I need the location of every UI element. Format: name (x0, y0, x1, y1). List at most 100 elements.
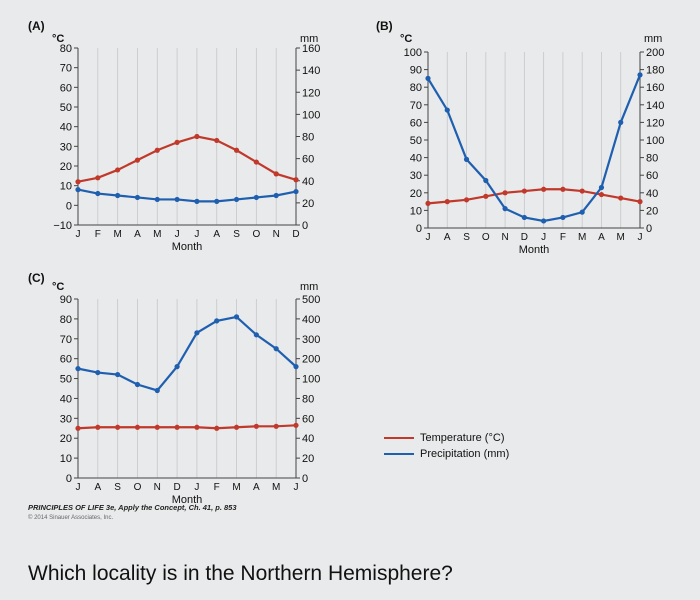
x-tick-label: J (76, 482, 81, 493)
left-unit-label: °C (400, 33, 412, 45)
x-tick-label: S (114, 482, 121, 493)
left-tick-label: 70 (60, 63, 72, 75)
right-unit-label: mm (300, 33, 318, 45)
climate-figure: (A)°C mm80706050403020100−101601401201008… (28, 19, 664, 506)
precipitation-point (618, 119, 624, 125)
precipitation-point (75, 187, 81, 193)
left-unit-label: °C (52, 33, 64, 45)
right-tick-label: 140 (302, 65, 320, 77)
left-tick-label: 60 (60, 354, 72, 366)
right-tick-label: 180 (646, 65, 664, 77)
x-tick-label: A (253, 482, 260, 493)
left-tick-label: 40 (60, 393, 72, 405)
temperature-point (194, 424, 200, 430)
precipitation-point (598, 184, 605, 191)
left-tick-label: 0 (416, 223, 422, 235)
precipitation-point (521, 214, 527, 221)
panel-label: (C) (28, 271, 45, 285)
x-axis-label: Month (172, 494, 203, 506)
right-tick-label: 0 (302, 473, 308, 485)
x-tick-label: M (232, 482, 240, 493)
right-tick-label: 300 (302, 334, 320, 346)
x-tick-label: A (134, 229, 141, 240)
temperature-point (425, 200, 431, 206)
temperature-point (75, 179, 81, 185)
x-tick-label: O (134, 482, 142, 493)
temperature-point (95, 424, 101, 430)
right-tick-label: 20 (302, 453, 314, 465)
precipitation-point (95, 369, 101, 376)
precipitation-point (134, 381, 141, 388)
left-tick-label: 90 (410, 65, 422, 77)
x-tick-label: A (94, 482, 101, 493)
x-tick-label: A (598, 232, 605, 243)
left-tick-label: 10 (410, 205, 422, 217)
left-tick-label: 30 (60, 141, 72, 153)
panel-label: (B) (376, 19, 393, 33)
left-tick-label: 80 (60, 314, 72, 326)
legend-swatch-precipitation (384, 453, 414, 455)
left-tick-label: 50 (410, 135, 422, 147)
precipitation-point (253, 332, 259, 338)
temperature-point (154, 424, 160, 430)
x-tick-label: D (173, 482, 180, 493)
right-tick-label: 400 (302, 314, 320, 326)
temperature-point (174, 424, 180, 430)
x-axis-label: Month (519, 244, 550, 256)
temperature-point (75, 425, 81, 431)
precipitation-point (541, 218, 547, 224)
precipitation-point (425, 75, 431, 81)
x-tick-label: J (76, 229, 81, 240)
temperature-point (273, 423, 279, 429)
chart-panel-1: (A)°C mm80706050403020100−101601401201008… (28, 19, 320, 253)
panel-label: (A) (28, 19, 45, 33)
precipitation-point (637, 72, 643, 78)
right-tick-label: 100 (302, 109, 320, 121)
temperature-point (273, 171, 279, 177)
temperature-point (233, 424, 240, 430)
precipitation-point (214, 318, 220, 324)
copyright-notice: © 2014 Sinauer Associates, Inc. (28, 515, 114, 521)
right-tick-label: 80 (646, 153, 658, 165)
x-tick-label: M (113, 229, 121, 240)
temperature-point (134, 424, 141, 430)
left-tick-label: 30 (60, 413, 72, 425)
x-tick-label: J (175, 229, 180, 240)
left-tick-label: 90 (60, 294, 72, 306)
right-tick-label: 60 (302, 413, 314, 425)
precipitation-point (273, 192, 279, 199)
right-unit-label: mm (300, 281, 318, 293)
x-tick-label: N (501, 232, 508, 243)
temperature-point (293, 422, 299, 428)
right-tick-label: 120 (646, 117, 664, 129)
legend-swatch-temperature (384, 437, 414, 439)
temperature-point (233, 147, 240, 153)
precipitation-point (273, 346, 279, 352)
left-tick-label: 0 (66, 200, 72, 212)
temperature-point (115, 167, 121, 173)
precipitation-point (463, 156, 470, 162)
legend-entry-precipitation: Precipitation (mm) (384, 446, 534, 462)
right-tick-label: 140 (646, 100, 664, 112)
precipitation-point (560, 214, 566, 221)
x-tick-label: D (292, 229, 299, 240)
precipitation-point (233, 196, 240, 203)
precipitation-point (293, 188, 299, 195)
left-unit-label: °C (52, 281, 64, 293)
right-tick-label: 0 (646, 223, 652, 235)
precipitation-point (502, 206, 508, 212)
temperature-point (637, 199, 643, 205)
left-tick-label: 100 (404, 47, 422, 59)
left-tick-label: 60 (60, 82, 72, 94)
temperature-point (194, 133, 200, 140)
x-tick-label: J (541, 232, 546, 243)
temperature-point (541, 186, 547, 192)
right-tick-label: 80 (302, 132, 314, 144)
precipitation-point (194, 330, 200, 336)
x-tick-label: J (194, 482, 199, 493)
right-tick-label: 200 (302, 354, 320, 366)
source-credit: PRINCIPLES OF LIFE 3e, Apply the Concept… (28, 503, 237, 512)
temperature-point (444, 199, 450, 205)
x-tick-label: M (617, 232, 625, 243)
right-tick-label: 20 (302, 198, 314, 210)
